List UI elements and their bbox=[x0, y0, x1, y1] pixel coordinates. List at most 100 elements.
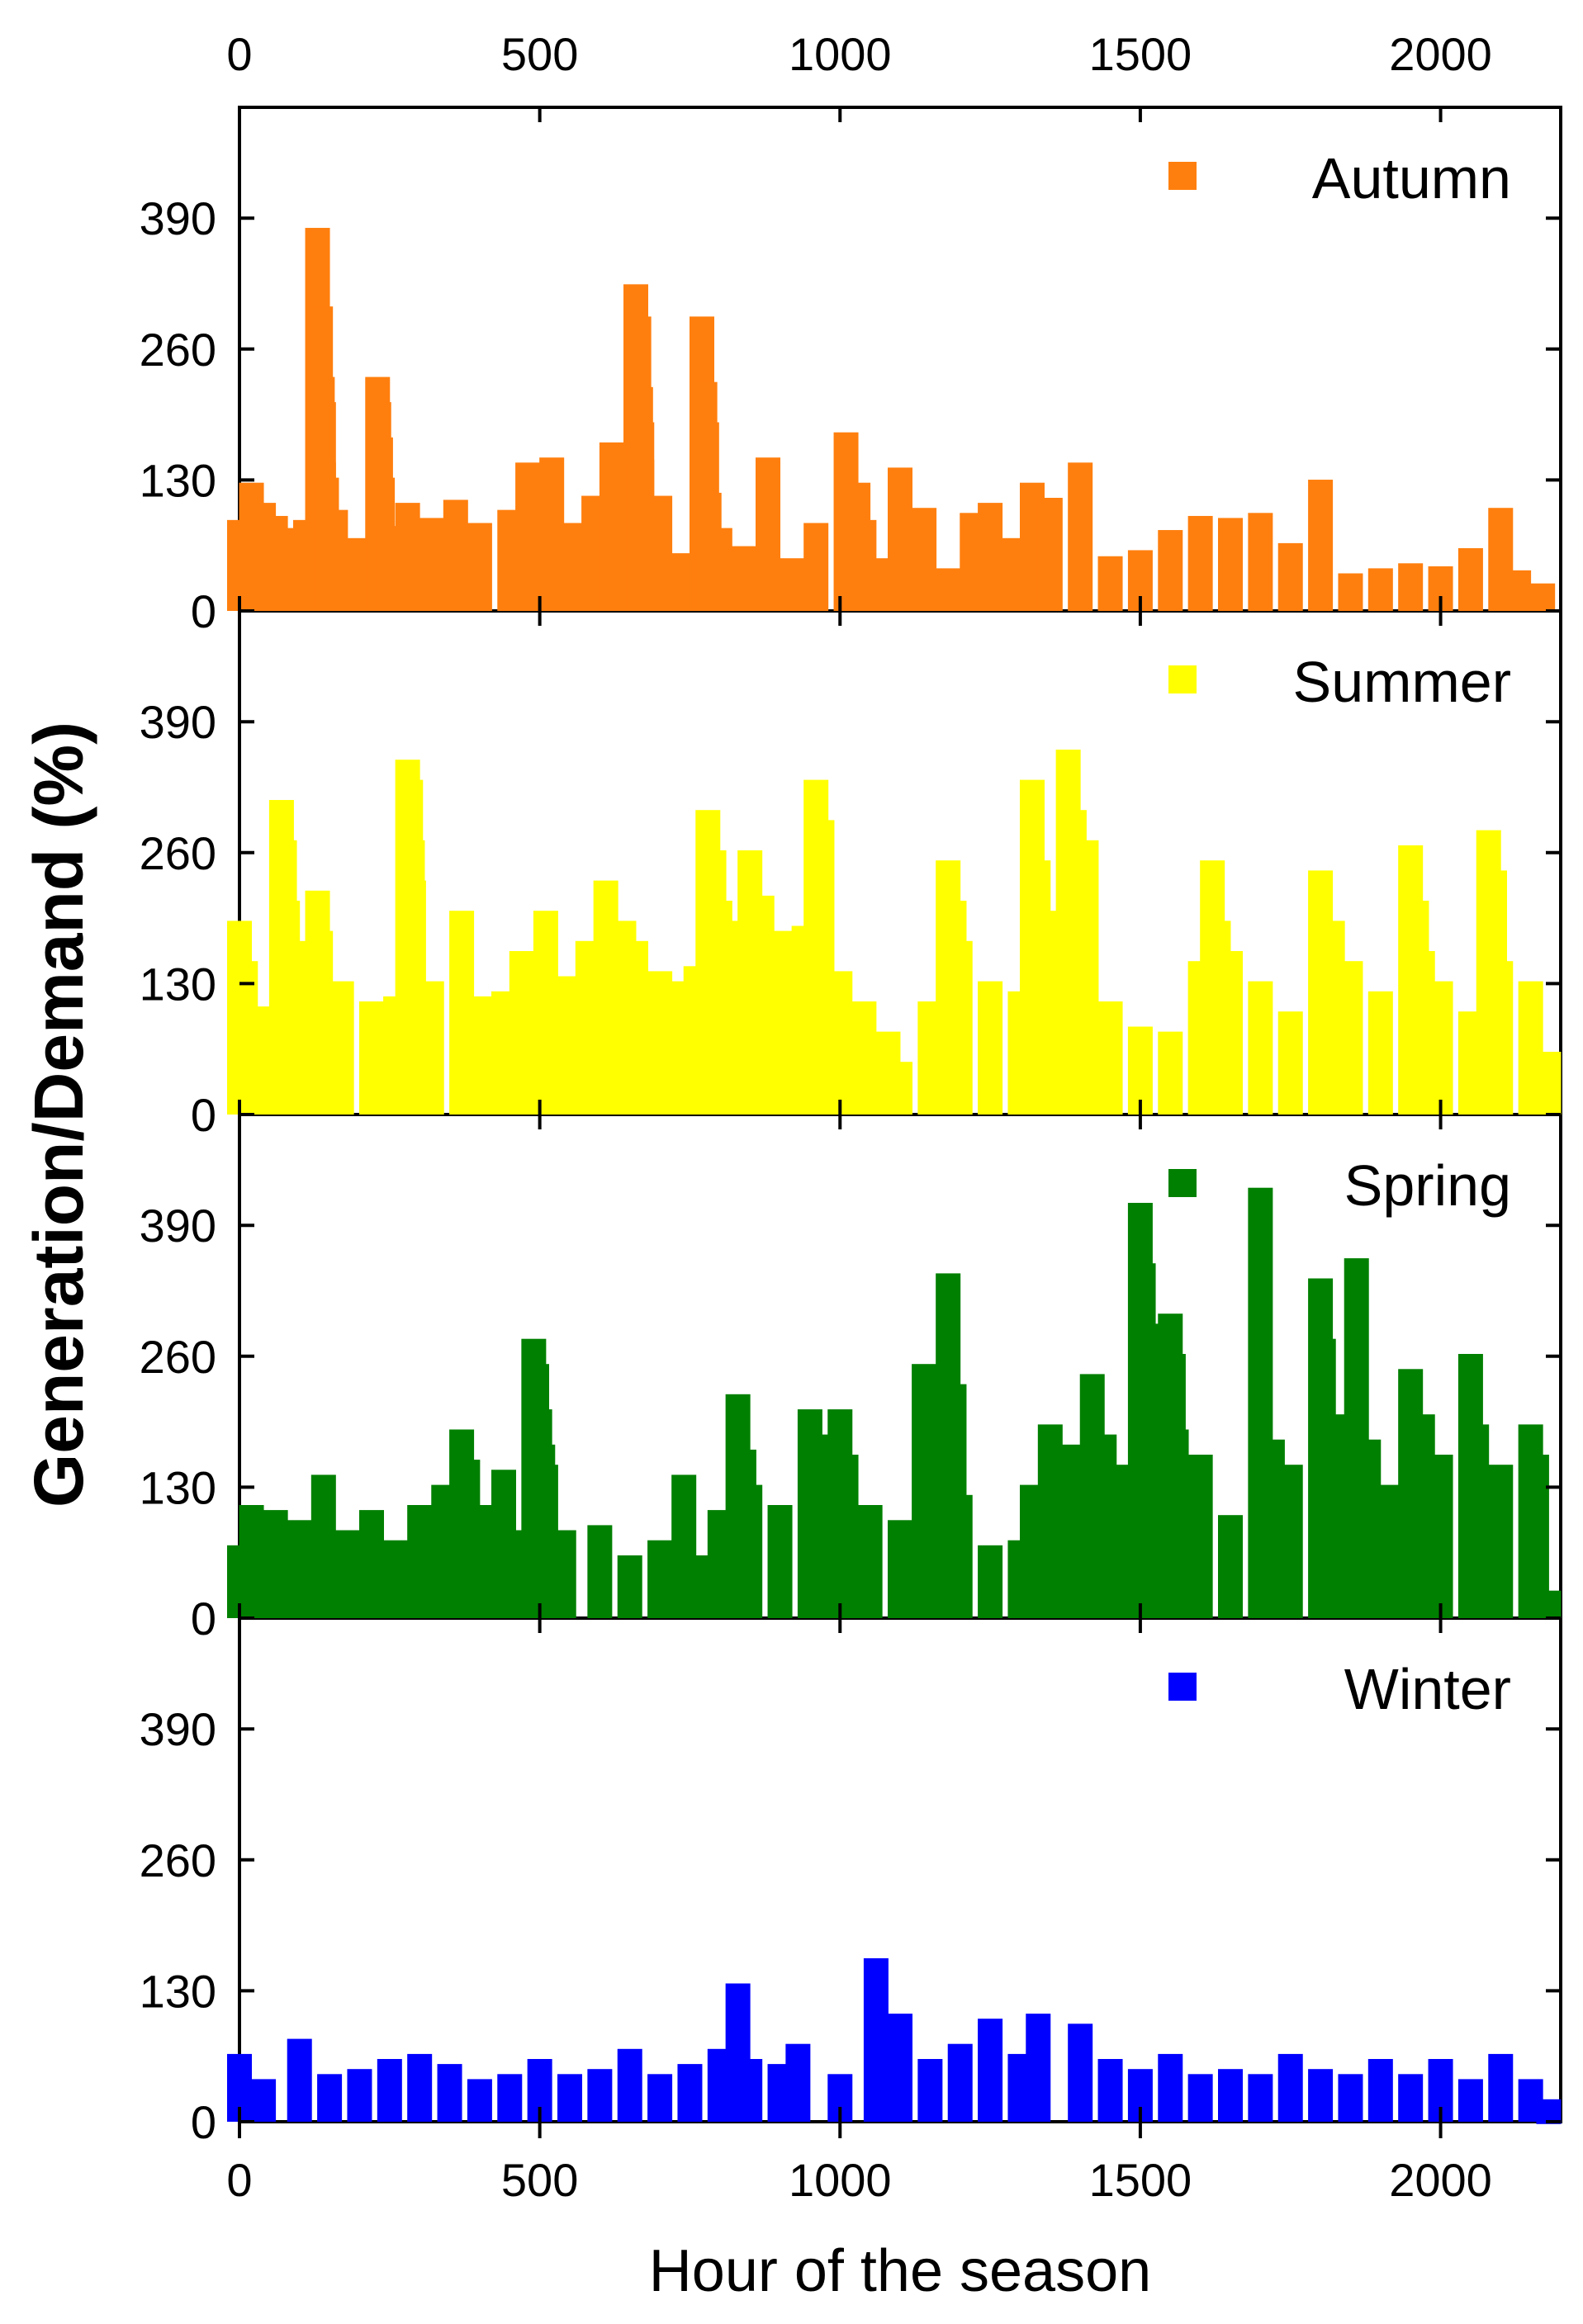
data-point-autumn bbox=[1506, 570, 1532, 611]
data-point-winter bbox=[497, 2074, 523, 2122]
data-point-autumn bbox=[1097, 556, 1123, 611]
data-point-winter bbox=[557, 2074, 582, 2122]
x-tick-label-bottom: 1000 bbox=[789, 2154, 892, 2206]
data-point-winter bbox=[1218, 2069, 1243, 2122]
data-point-summer bbox=[329, 981, 354, 1115]
data-point-spring bbox=[1092, 1434, 1117, 1618]
y-tick-label: 390 bbox=[140, 1703, 216, 1755]
data-point-summer bbox=[1277, 1011, 1303, 1115]
data-point-autumn bbox=[888, 467, 912, 611]
data-point-spring bbox=[587, 1525, 613, 1618]
data-point-winter bbox=[1338, 2074, 1363, 2122]
y-tick-label: 130 bbox=[140, 454, 216, 506]
data-point-winter bbox=[317, 2074, 343, 2122]
data-point-spring bbox=[857, 1505, 883, 1618]
data-point-summer bbox=[1074, 840, 1099, 1115]
data-point-autumn bbox=[780, 558, 805, 611]
legend-marker-winter bbox=[1168, 1673, 1197, 1701]
y-tick-label: 390 bbox=[140, 192, 216, 244]
data-point-autumn bbox=[1068, 462, 1093, 611]
data-point-winter bbox=[467, 2079, 492, 2122]
data-point-summer bbox=[1248, 981, 1273, 1115]
data-point-summer bbox=[767, 930, 793, 1115]
data-point-winter bbox=[1158, 2053, 1183, 2122]
data-point-summer bbox=[947, 940, 973, 1115]
data-point-autumn bbox=[419, 518, 444, 611]
data-point-winter bbox=[1026, 2014, 1051, 2122]
data-point-spring bbox=[263, 1510, 288, 1618]
x-tick-label-top: 1000 bbox=[789, 28, 892, 80]
data-point-autumn bbox=[995, 537, 1021, 611]
data-point-winter bbox=[978, 2019, 1003, 2122]
data-point-autumn bbox=[515, 462, 541, 611]
data-point-spring bbox=[617, 1555, 642, 1618]
y-tick-label: 260 bbox=[140, 827, 216, 879]
x-tick-label-bottom: 1500 bbox=[1089, 2154, 1192, 2206]
x-tick-label-bottom: 500 bbox=[501, 2154, 578, 2206]
data-point-winter bbox=[377, 2059, 402, 2122]
data-point-spring bbox=[551, 1530, 576, 1618]
y-tick-label: 260 bbox=[140, 1331, 216, 1383]
data-point-summer bbox=[308, 930, 334, 1115]
data-point-autumn bbox=[1530, 583, 1556, 611]
data-point-spring bbox=[359, 1510, 384, 1618]
data-point-summer bbox=[419, 981, 444, 1115]
data-point-autumn bbox=[936, 568, 961, 611]
data-point-winter bbox=[947, 2043, 973, 2122]
data-point-winter bbox=[1068, 2023, 1093, 2122]
data-point-winter bbox=[1248, 2074, 1273, 2122]
data-point-winter bbox=[677, 2064, 703, 2122]
data-point-spring bbox=[1356, 1439, 1382, 1618]
data-point-winter bbox=[647, 2074, 673, 2122]
data-point-winter bbox=[437, 2064, 462, 2122]
legend-label-spring: Spring bbox=[1344, 1153, 1511, 1218]
data-point-summer bbox=[359, 1001, 384, 1115]
data-point-spring bbox=[1277, 1465, 1303, 1618]
x-tick-label-bottom: 2000 bbox=[1389, 2154, 1492, 2206]
data-point-summer bbox=[1097, 1001, 1123, 1115]
y-tick-label: 0 bbox=[191, 1593, 216, 1645]
data-point-summer bbox=[1428, 981, 1453, 1115]
data-point-autumn bbox=[647, 495, 673, 611]
data-point-autumn bbox=[1187, 515, 1213, 611]
data-point-winter bbox=[1277, 2053, 1303, 2122]
data-point-winter bbox=[917, 2059, 943, 2122]
data-point-spring bbox=[1136, 1384, 1162, 1618]
data-point-spring bbox=[1218, 1515, 1243, 1618]
data-point-autumn bbox=[1308, 480, 1334, 611]
data-point-winter bbox=[1308, 2069, 1334, 2122]
y-tick-label: 390 bbox=[140, 1200, 216, 1252]
x-tick-label-top: 1500 bbox=[1089, 28, 1192, 80]
x-tick-label-bottom: 0 bbox=[226, 2154, 252, 2206]
data-point-summer bbox=[827, 971, 853, 1115]
data-point-spring bbox=[239, 1505, 264, 1618]
data-point-spring bbox=[310, 1474, 336, 1618]
data-point-spring bbox=[803, 1434, 829, 1618]
data-point-winter bbox=[1457, 2079, 1483, 2122]
legend-label-winter: Winter bbox=[1344, 1657, 1511, 1721]
data-point-autumn bbox=[731, 546, 756, 611]
y-tick-label: 130 bbox=[140, 1461, 216, 1513]
data-point-spring bbox=[947, 1494, 973, 1618]
data-point-spring bbox=[334, 1530, 360, 1618]
data-point-winter bbox=[1488, 2053, 1514, 2122]
data-point-autumn bbox=[912, 508, 937, 611]
x-axis-title: Hour of the season bbox=[649, 2238, 1151, 2304]
x-tick-label-top: 500 bbox=[501, 28, 578, 80]
data-point-autumn bbox=[539, 457, 565, 611]
data-point-spring bbox=[1464, 1424, 1490, 1618]
data-point-spring bbox=[833, 1455, 859, 1618]
data-point-autumn bbox=[1218, 518, 1243, 611]
y-tick-label: 0 bbox=[191, 2096, 216, 2148]
data-point-summer bbox=[647, 971, 673, 1115]
data-point-spring bbox=[287, 1520, 312, 1618]
data-point-summer bbox=[467, 996, 492, 1115]
x-tick-label-top: 0 bbox=[226, 28, 252, 80]
y-tick-label: 130 bbox=[140, 958, 216, 1010]
data-point-autumn bbox=[467, 523, 492, 611]
y-tick-label: 260 bbox=[140, 1834, 216, 1886]
data-point-summer bbox=[1218, 951, 1243, 1115]
data-point-spring bbox=[1320, 1414, 1345, 1618]
data-point-spring bbox=[1428, 1455, 1453, 1618]
data-point-winter bbox=[1187, 2074, 1213, 2122]
